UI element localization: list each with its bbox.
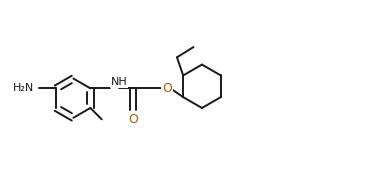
Text: H₂N: H₂N: [13, 83, 34, 93]
Text: NH: NH: [110, 77, 127, 87]
Text: O: O: [162, 82, 172, 95]
Text: O: O: [128, 113, 138, 126]
